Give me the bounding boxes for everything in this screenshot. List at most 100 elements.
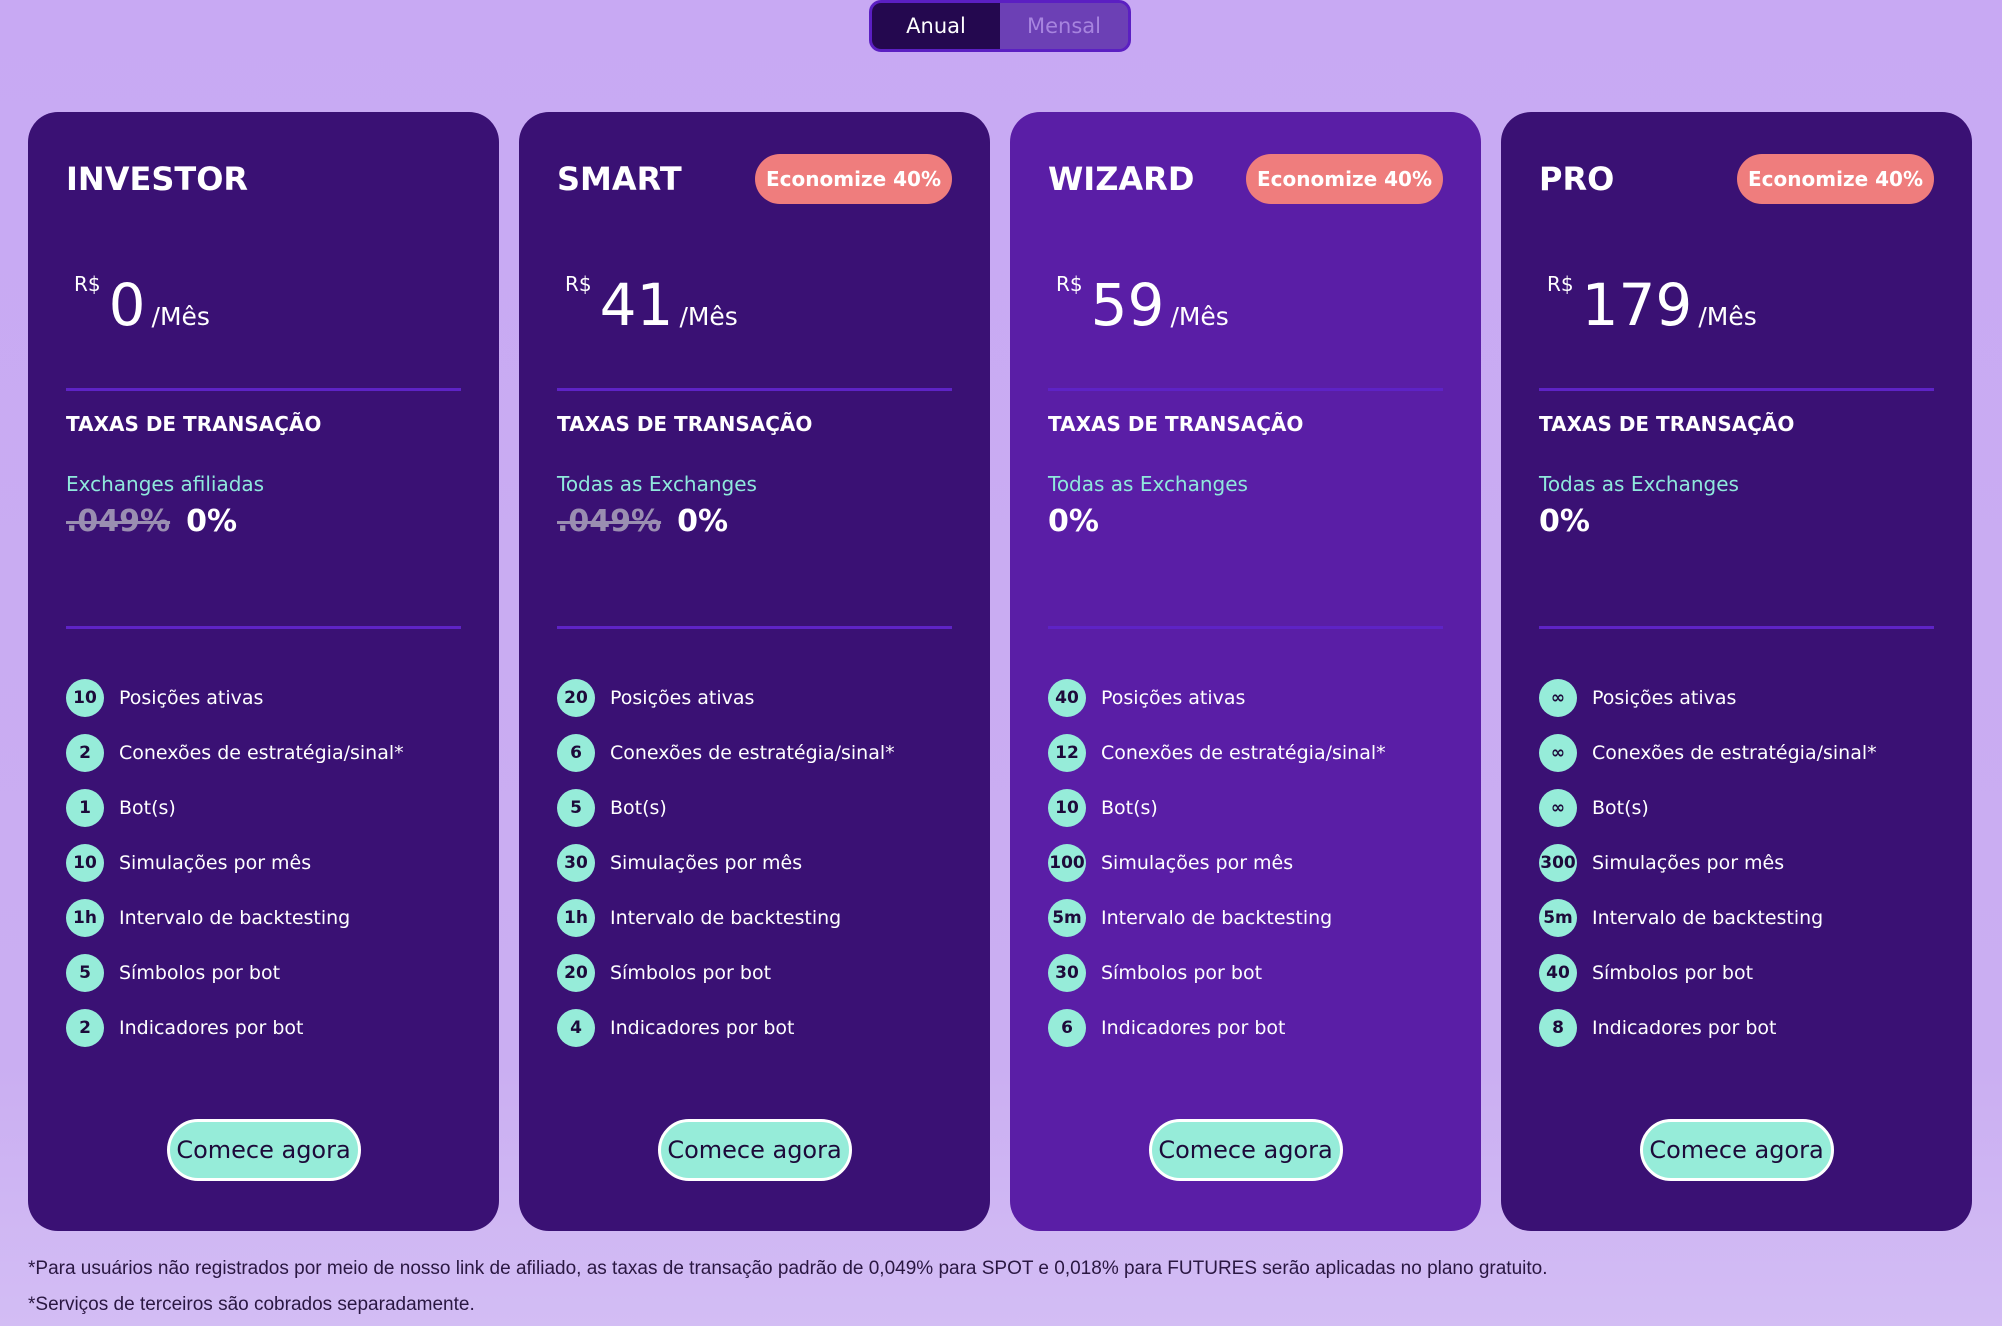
feature-item: 1h Intervalo de backtesting xyxy=(557,890,895,945)
divider xyxy=(1048,388,1443,391)
feature-item: 10 Posições ativas xyxy=(66,670,404,725)
discount-badge: Economize 40% xyxy=(1246,154,1443,204)
discount-badge: Economize 40% xyxy=(1737,154,1934,204)
currency-symbol: R$ xyxy=(1056,272,1083,296)
current-fee: 0% xyxy=(677,504,729,539)
feature-value-badge: 12 xyxy=(1048,733,1086,772)
feature-item: 300 Simulações por mês xyxy=(1539,835,1877,890)
feature-value-badge: 40 xyxy=(1539,953,1577,992)
fees-label: Todas as Exchanges xyxy=(557,472,757,496)
feature-label: Indicadores por bot xyxy=(610,1016,795,1039)
feature-item: 2 Conexões de estratégia/sinal* xyxy=(66,725,404,780)
feature-label: Intervalo de backtesting xyxy=(1101,906,1333,929)
feature-label: Posições ativas xyxy=(1101,686,1246,709)
feature-item: 5 Bot(s) xyxy=(557,780,895,835)
feature-item: 5m Intervalo de backtesting xyxy=(1048,890,1386,945)
toggle-monthly[interactable]: Mensal xyxy=(1000,3,1128,49)
feature-label: Símbolos por bot xyxy=(610,961,772,984)
feature-label: Símbolos por bot xyxy=(1101,961,1263,984)
feature-item: 40 Posições ativas xyxy=(1048,670,1386,725)
feature-item: 4 Indicadores por bot xyxy=(557,1000,895,1055)
fees-title: TAXAS DE TRANSAÇÃO xyxy=(1539,412,1795,436)
toggle-annual[interactable]: Anual xyxy=(872,3,1000,49)
feature-value-badge: 10 xyxy=(1048,788,1086,827)
feature-value-badge: 2 xyxy=(66,733,104,772)
feature-value-badge: 5m xyxy=(1539,898,1577,937)
plan-name: WIZARD xyxy=(1048,160,1195,198)
feature-item: 100 Simulações por mês xyxy=(1048,835,1386,890)
feature-label: Simulações por mês xyxy=(119,851,312,874)
feature-label: Posições ativas xyxy=(610,686,755,709)
feature-list: 20 Posições ativas 6 Conexões de estraté… xyxy=(557,670,895,1055)
plan-name: INVESTOR xyxy=(66,160,249,198)
plan-name: SMART xyxy=(557,160,682,198)
feature-value-badge: 40 xyxy=(1048,678,1086,717)
feature-value-badge: 2 xyxy=(66,1008,104,1047)
feature-item: 5m Intervalo de backtesting xyxy=(1539,890,1877,945)
feature-value-badge: ∞ xyxy=(1539,733,1577,772)
billing-toggle[interactable]: Anual Mensal xyxy=(869,0,1131,52)
feature-item: 5 Símbolos por bot xyxy=(66,945,404,1000)
plan-price: R$ 41 /Mês xyxy=(565,264,738,334)
fees-label: Todas as Exchanges xyxy=(1048,472,1248,496)
footnote-affiliate: *Para usuários não registrados por meio … xyxy=(28,1258,1548,1279)
currency-symbol: R$ xyxy=(74,272,101,296)
fees-title: TAXAS DE TRANSAÇÃO xyxy=(66,412,322,436)
old-fee: .049% xyxy=(557,504,662,539)
feature-list: ∞ Posições ativas ∞ Conexões de estratég… xyxy=(1539,670,1877,1055)
feature-label: Indicadores por bot xyxy=(119,1016,304,1039)
feature-item: 30 Simulações por mês xyxy=(557,835,895,890)
start-now-button[interactable]: Comece agora xyxy=(1148,1119,1343,1181)
fees-title: TAXAS DE TRANSAÇÃO xyxy=(1048,412,1304,436)
feature-item: 1h Intervalo de backtesting xyxy=(66,890,404,945)
feature-item: 30 Símbolos por bot xyxy=(1048,945,1386,1000)
feature-value-badge: 20 xyxy=(557,678,595,717)
feature-label: Intervalo de backtesting xyxy=(119,906,351,929)
feature-value-badge: 100 xyxy=(1048,843,1086,882)
plan-name: PRO xyxy=(1539,160,1615,198)
price-amount: 0 xyxy=(108,271,146,339)
feature-label: Indicadores por bot xyxy=(1592,1016,1777,1039)
feature-label: Simulações por mês xyxy=(1592,851,1785,874)
plan-card-smart: SMART Economize 40% R$ 41 /Mês TAXAS DE T… xyxy=(519,112,990,1231)
fees-values: 0% xyxy=(1539,504,1590,539)
feature-item: 10 Simulações por mês xyxy=(66,835,404,890)
divider xyxy=(1048,626,1443,629)
feature-label: Bot(s) xyxy=(610,796,667,819)
feature-list: 40 Posições ativas 12 Conexões de estrat… xyxy=(1048,670,1386,1055)
start-now-button[interactable]: Comece agora xyxy=(1639,1119,1834,1181)
start-now-button[interactable]: Comece agora xyxy=(166,1119,361,1181)
feature-value-badge: 5 xyxy=(66,953,104,992)
start-now-button[interactable]: Comece agora xyxy=(657,1119,852,1181)
feature-value-badge: 300 xyxy=(1539,843,1577,882)
feature-label: Bot(s) xyxy=(1592,796,1649,819)
feature-value-badge: 1 xyxy=(66,788,104,827)
feature-value-badge: 30 xyxy=(557,843,595,882)
feature-label: Bot(s) xyxy=(1101,796,1158,819)
current-fee: 0% xyxy=(186,504,238,539)
fees-title: TAXAS DE TRANSAÇÃO xyxy=(557,412,813,436)
feature-item: ∞ Bot(s) xyxy=(1539,780,1877,835)
feature-label: Simulações por mês xyxy=(1101,851,1294,874)
feature-item: ∞ Posições ativas xyxy=(1539,670,1877,725)
feature-value-badge: 4 xyxy=(557,1008,595,1047)
fees-values: .049% 0% xyxy=(66,504,237,539)
plan-card-wizard: WIZARD Economize 40% R$ 59 /Mês TAXAS DE … xyxy=(1010,112,1481,1231)
price-amount: 41 xyxy=(599,271,674,339)
plan-price: R$ 179 /Mês xyxy=(1547,264,1757,334)
divider xyxy=(557,388,952,391)
fees-values: .049% 0% xyxy=(557,504,728,539)
divider xyxy=(1539,388,1934,391)
feature-value-badge: 1h xyxy=(66,898,104,937)
feature-value-badge: 6 xyxy=(557,733,595,772)
feature-label: Indicadores por bot xyxy=(1101,1016,1286,1039)
plan-card-pro: PRO Economize 40% R$ 179 /Mês TAXAS DE TR… xyxy=(1501,112,1972,1231)
feature-item: 10 Bot(s) xyxy=(1048,780,1386,835)
price-amount: 179 xyxy=(1581,271,1693,339)
price-period: /Mês xyxy=(1170,302,1229,331)
feature-value-badge: 6 xyxy=(1048,1008,1086,1047)
feature-label: Intervalo de backtesting xyxy=(1592,906,1824,929)
old-fee: .049% xyxy=(66,504,171,539)
fees-label: Exchanges afiliadas xyxy=(66,472,265,496)
discount-badge: Economize 40% xyxy=(755,154,952,204)
